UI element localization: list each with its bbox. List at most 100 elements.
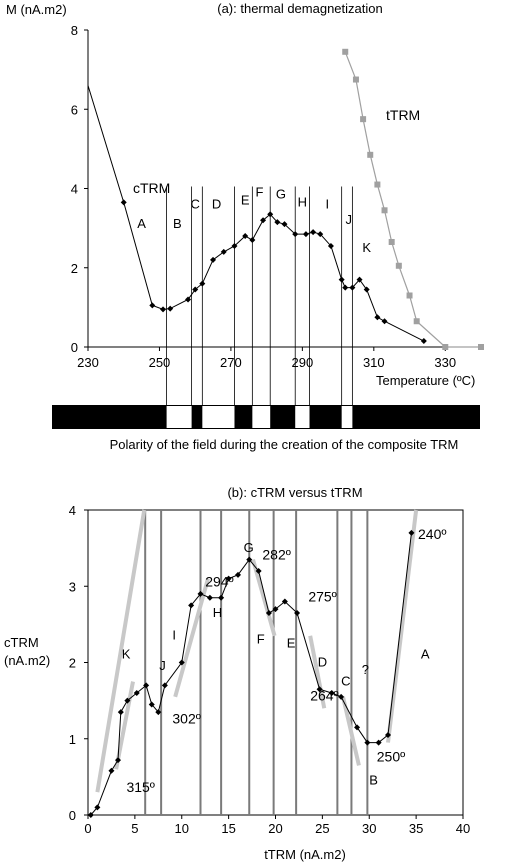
ctrm-point (317, 231, 324, 238)
ctrm-vs-ttrm-point (265, 609, 272, 616)
chart-b-y-tick-label: 0 (69, 808, 76, 823)
ctrm-vs-ttrm-point (155, 709, 162, 716)
chart-b-segment-label: ? (362, 662, 369, 677)
chart-a-interval-label: A (137, 216, 146, 231)
chart-b-x-tick-label: 30 (362, 821, 376, 836)
chart-a-interval-label: J (346, 212, 353, 227)
chart-b-segment-label: G (244, 540, 254, 555)
chart-b-segment-label: B (369, 773, 378, 788)
ttrm-point (442, 344, 449, 350)
chart-b-segment-label: C (341, 673, 350, 688)
chart-b-y-tick-label: 2 (69, 656, 76, 671)
chart-a-ylabel: M (nA.m2) (6, 2, 67, 17)
ctrm-vs-ttrm-point (133, 690, 140, 696)
ctrm-point (242, 233, 249, 240)
ctrm-point (381, 318, 388, 325)
ctrm-vs-ttrm-point (235, 571, 241, 578)
chart-a-interval-label: B (173, 216, 182, 231)
chart-b-xlabel: tTRM (nA.m2) (264, 847, 346, 862)
ctrm-point (267, 211, 274, 218)
ctrm-point (310, 229, 317, 236)
ctrm-point (292, 231, 299, 238)
pca-fit-segment (386, 509, 419, 743)
ttrm-point (413, 318, 420, 325)
chart-a-y-tick-label: 2 (71, 261, 78, 276)
polarity-bar-normal-interval (252, 406, 271, 428)
chart-b-segment-label: K (122, 647, 131, 662)
ttrm-point (406, 292, 413, 299)
ttrm-point (342, 48, 349, 55)
chart-a-xlabel: Temperature (ºC) (376, 373, 475, 388)
ttrm-point (374, 181, 381, 188)
ctrm-vs-ttrm-point (148, 701, 155, 708)
chart-b-x-tick-label: 5 (131, 821, 138, 836)
chart-b-x-tick-label: 0 (84, 821, 91, 836)
chart-b-angle-label: 302º (172, 711, 200, 727)
pca-fit-segment (341, 696, 361, 766)
polarity-bar-normal-interval (341, 406, 353, 428)
chart-b-x-tick-label: 20 (268, 821, 282, 836)
ctrm-vs-ttrm-point (143, 682, 150, 689)
ctrm-vs-ttrm-point (124, 697, 131, 704)
ctrm-point (420, 338, 427, 345)
ctrm-vs-ttrm-point (354, 724, 361, 731)
ctrm-vs-ttrm-point (316, 686, 323, 693)
pca-fit-segment (114, 681, 135, 770)
ctrm-vs-ttrm-point (225, 575, 232, 582)
chart-b-angle-label: 294º (205, 573, 233, 589)
chart-a-x-tick-label: 230 (77, 355, 99, 370)
ctrm-vs-ttrm-point (246, 556, 253, 563)
chart-a-y-tick-label: 0 (71, 340, 78, 355)
ctrm-point (185, 296, 192, 303)
ctrm-series-label: cTRM (133, 180, 170, 196)
chart-b-segment-label: E (287, 635, 296, 650)
chart-b-y-tick-label: 1 (69, 732, 76, 747)
ctrm-point (220, 248, 227, 255)
chart-a-y-tick-label: 6 (71, 102, 78, 117)
chart-b-title: (b): cTRM versus tTRM (227, 485, 362, 500)
chart-a-interval-label: D (212, 196, 221, 211)
ctrm-vs-ttrm-point (87, 812, 94, 818)
ctrm-point (302, 231, 309, 238)
pca-fit-segment (173, 578, 210, 698)
ctrm-vs-ttrm-point (117, 709, 124, 716)
ctrm-vs-ttrm-point (197, 590, 204, 597)
chart-b-angle-label: 275º (308, 589, 336, 605)
chart-b-y-tick-label: 4 (69, 503, 76, 518)
chart-a-plot-area: 0 2 4 6 8 230 250 270 290 310 330 cTRM tTRM A BC D EF GH I… (71, 23, 484, 405)
chart-a-y-tick-label: 4 (71, 182, 78, 197)
ctrm-vs-ttrm-point (375, 739, 382, 746)
chart-b-x-tick-label: 15 (221, 821, 235, 836)
chart-a-interval-label: F (256, 184, 264, 199)
ctrm-vs-ttrm-point (408, 529, 415, 536)
ctrm-point (356, 276, 363, 283)
ctrm-vs-ttrm-point (281, 598, 288, 605)
chart-a-interval-label: K (362, 240, 371, 255)
chart-b-y-tick-label: 3 (69, 579, 76, 594)
ctrm-point (374, 314, 381, 321)
ctrm-vs-ttrm-point (328, 690, 335, 696)
chart-b-segment-label: F (257, 631, 265, 646)
chart-a-x-tick-label: 290 (292, 355, 314, 370)
ctrm-vs-ttrm-point (364, 739, 371, 746)
ctrm-vs-ttrm-point (206, 594, 213, 601)
chart-b-x-tick-label: 40 (456, 821, 470, 836)
chart-b-segment-label: I (172, 628, 176, 643)
chart-b-x-tick-label: 25 (315, 821, 329, 836)
polarity-bar-caption: Polarity of the field during the creatio… (110, 437, 459, 452)
ctrm-vs-ttrm-point (218, 594, 225, 601)
ctrm-point (167, 305, 174, 312)
pca-fit-segment (251, 559, 277, 637)
ttrm-point (381, 207, 388, 214)
ctrm-vs-ttrm-point (294, 609, 301, 616)
ctrm-point (120, 199, 127, 206)
polarity-bar (52, 405, 480, 429)
chart-a-x-tick-label: 250 (149, 355, 171, 370)
polarity-bar-normal-interval (202, 406, 235, 428)
chart-a-interval-label: C (190, 196, 199, 211)
chart-a-interval-label: H (298, 194, 307, 209)
ctrm-point (338, 276, 345, 283)
ttrm-point (360, 116, 367, 123)
ctrm-point (260, 217, 267, 224)
